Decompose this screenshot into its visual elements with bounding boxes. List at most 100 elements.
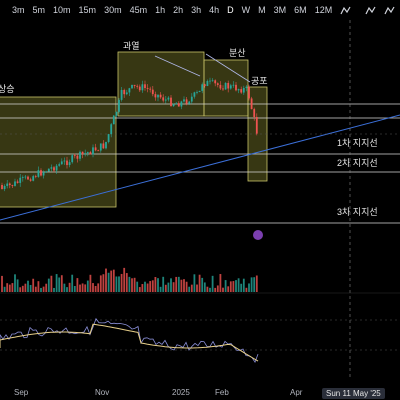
interval-12M[interactable]: 12M	[314, 5, 333, 15]
volume-bar	[227, 286, 230, 292]
volume-bar	[125, 273, 128, 292]
label-support-2: 2차 지지선	[337, 157, 378, 168]
volume-bar	[253, 277, 256, 292]
volume-bar	[32, 278, 35, 292]
candle	[40, 170, 42, 176]
interval-4h[interactable]: 4h	[209, 5, 220, 15]
candle	[84, 153, 87, 155]
candle	[97, 150, 100, 152]
volume-bar	[60, 275, 63, 292]
candle	[170, 97, 172, 107]
candle	[131, 84, 133, 89]
volume-bar	[27, 280, 29, 292]
volume-bar	[50, 275, 53, 292]
volume-bar	[237, 278, 240, 292]
trendline	[0, 114, 400, 221]
time-axis: Sep Nov 2025 Feb Apr Sun 11 May '25	[0, 383, 400, 400]
candle	[76, 155, 79, 159]
volume-bar	[206, 286, 209, 292]
candle	[1, 185, 3, 190]
volume-bar	[185, 281, 188, 292]
rsi-indicator	[0, 317, 400, 363]
candle	[112, 115, 115, 125]
interval-3M[interactable]: 3M	[273, 5, 287, 15]
volume-bar	[3, 286, 6, 292]
candle	[237, 89, 240, 91]
interval-W[interactable]: W	[241, 5, 251, 15]
interval-10m[interactable]: 10m	[53, 5, 71, 15]
volume-bar	[118, 276, 120, 292]
candles-icon[interactable]	[364, 4, 377, 17]
volume-bar	[224, 280, 227, 292]
event-marker-icon	[253, 230, 263, 240]
candle	[29, 179, 32, 181]
volume-bar	[81, 283, 84, 292]
candle	[188, 101, 191, 104]
volume-bar	[167, 282, 170, 292]
rsi-line	[0, 323, 259, 362]
volume-bar	[68, 282, 71, 292]
interval-D[interactable]: D	[227, 5, 234, 15]
overlay-layer	[154, 53, 263, 240]
candle	[180, 101, 183, 107]
volume-bar	[105, 268, 107, 292]
volume-bar	[144, 281, 146, 292]
interval-15m[interactable]: 15m	[78, 5, 97, 15]
interval-45m[interactable]: 45m	[129, 5, 148, 15]
interval-2h[interactable]: 2h	[173, 5, 184, 15]
candle	[81, 151, 84, 155]
volume-bar	[235, 280, 237, 292]
volume-bar	[141, 284, 144, 292]
candle	[55, 165, 58, 171]
candle	[32, 176, 35, 181]
candle	[250, 98, 253, 110]
crosshair-date-label: Sun 11 May '25	[322, 388, 385, 399]
volume-bar	[40, 287, 42, 292]
volume-bar	[76, 278, 79, 292]
volume-bar	[203, 282, 206, 292]
volume-bar	[115, 276, 118, 292]
candle	[149, 88, 152, 90]
zone-layer	[0, 51, 268, 208]
candle	[232, 84, 235, 86]
volume-bar	[149, 281, 152, 292]
chevron-down-icon[interactable]	[339, 4, 352, 17]
candle	[34, 176, 37, 177]
interval-6M[interactable]: 6M	[294, 5, 307, 15]
volume-bar	[180, 279, 183, 292]
candle	[115, 111, 118, 116]
candle	[240, 89, 243, 93]
interval-30m[interactable]: 30m	[104, 5, 122, 15]
volume-bar	[73, 285, 76, 292]
interval-M[interactable]: M	[258, 5, 266, 15]
interval-1h[interactable]: 1h	[155, 5, 166, 15]
candle	[63, 160, 66, 162]
volume-bar	[219, 274, 222, 292]
volume-bar	[58, 277, 61, 292]
volume-bar	[21, 285, 24, 292]
candle	[24, 176, 27, 178]
timeframe-toolbar: 3m 5m 10m 15m 30m 45m 1h 2h 3h 4h D W M 3M 6M 12M	[0, 0, 400, 20]
volume-bar	[164, 284, 167, 292]
line-tool-icon[interactable]	[383, 4, 396, 17]
candle	[125, 92, 128, 95]
price-chart[interactable]: 상승 과열 분산 공포 1차 지지선 2차 지지선 3차 지지선	[0, 20, 400, 383]
volume-bar	[53, 287, 55, 292]
volume-bar	[193, 274, 196, 292]
volume-bar	[71, 274, 74, 292]
volume-bar	[159, 286, 162, 292]
interval-3h[interactable]: 3h	[191, 5, 202, 15]
support-lines	[0, 20, 400, 380]
overheat-zone	[117, 51, 205, 117]
interval-3m[interactable]: 3m	[12, 5, 25, 15]
candle	[47, 168, 50, 172]
volume-bar	[146, 283, 149, 292]
volume-bar	[14, 274, 16, 292]
volume-bar	[8, 284, 11, 292]
candle	[154, 94, 157, 98]
interval-5m[interactable]: 5m	[32, 5, 46, 15]
candle	[89, 152, 92, 155]
candle	[224, 82, 227, 90]
candle	[21, 177, 24, 178]
volume-bar	[229, 281, 232, 292]
